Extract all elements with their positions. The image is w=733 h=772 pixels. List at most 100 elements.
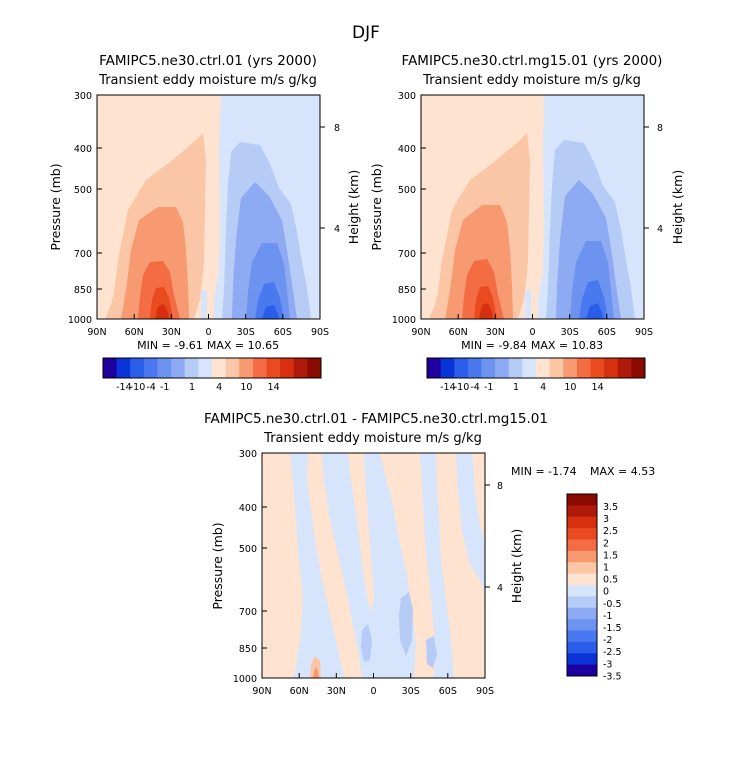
panel-2-y-axis: 300 400 500 700 850 1000 Pressure (mb)	[369, 91, 426, 326]
panel-1-y-tick-label: 700	[74, 249, 92, 260]
panel-2-y-tick-label: 300	[398, 91, 416, 102]
panel-1-min-label: MIN = -9.61	[137, 339, 203, 352]
panel-1-y-tick-label: 500	[74, 185, 92, 196]
panel-3-max-label: MAX = 4.53	[590, 465, 655, 478]
panel-1-y-tick-label: 850	[74, 285, 92, 296]
panel-3-colorbar-swatches	[566, 493, 598, 677]
colorbar-swatch	[225, 358, 240, 378]
panel-2-detail-pos	[436, 298, 442, 319]
panel-3-y-tick-label: 700	[239, 607, 257, 618]
panel-1-colorbar-label: -14	[116, 382, 132, 393]
colorbar-border	[426, 357, 646, 379]
panel-3-positive-region	[380, 453, 436, 678]
colorbar-swatch	[198, 358, 213, 378]
panel-2-field	[421, 95, 644, 319]
panel-1-contour-pos-5	[155, 304, 169, 319]
panel-1-contour-neg-4	[255, 282, 284, 319]
panel-1-y-tick-label: 400	[74, 144, 92, 155]
panel-3-x-axis: 90N 60N 30N 0 30S 60S 90S	[252, 673, 494, 697]
panel-3-negative-detail	[361, 624, 372, 662]
panel-1-x-tick-label: 60N	[125, 327, 144, 338]
colorbar-swatch	[116, 358, 131, 378]
panel-3-x-tick-label: 90S	[476, 686, 494, 697]
colorbar-swatch	[590, 358, 605, 378]
panel-2-x-tick-label: 30N	[486, 327, 505, 338]
colorbar-swatch	[604, 358, 619, 378]
panel-3-y-tick-label: 300	[239, 449, 257, 460]
panel-3-colorbar-label: -1	[603, 611, 612, 622]
panel-3-positive-detail	[310, 656, 321, 678]
colorbar-swatch	[157, 358, 172, 378]
panel-3-field	[262, 453, 485, 678]
colorbar-swatch	[567, 516, 597, 529]
panel-1-x-tick-label: 60S	[274, 327, 292, 338]
colorbar-swatch	[567, 550, 597, 563]
colorbar-swatch	[212, 358, 227, 378]
panel-1-y-tick-label: 300	[74, 91, 92, 102]
panel-1-y-axis-label: Pressure (mb)	[48, 163, 63, 250]
colorbar-swatch	[567, 505, 597, 518]
panel-2-contour-pos-5	[479, 303, 493, 319]
colorbar-swatch	[567, 573, 597, 586]
panel-1-x-tick-label: 30N	[162, 327, 181, 338]
panel-3-colorbar-label: 3	[603, 514, 609, 525]
panel-2: FAMIPC5.ne30.ctrl.mg15.01 (yrs 2000) Tra…	[369, 53, 685, 393]
panel-1-right-axis: 8 4 Height (km)	[320, 123, 361, 244]
colorbar-swatch	[567, 539, 597, 552]
panel-2-y-tick-label: 700	[398, 249, 416, 260]
panel-2-colorbar-label: 4	[540, 382, 546, 393]
panel-3-min-label: MIN = -1.74	[511, 465, 577, 478]
panel-2-colorbar-label: 1	[513, 382, 519, 393]
colorbar-swatch	[266, 358, 281, 378]
panel-3-y-tick-label: 400	[239, 503, 257, 514]
colorbar-swatch	[467, 358, 482, 378]
panel-2-colorbar-label: 10	[564, 382, 576, 393]
panel-3-positive-detail	[313, 667, 319, 678]
panel-3-y-tick-label: 500	[239, 544, 257, 555]
colorbar-swatch	[252, 358, 267, 378]
panel-1-detail-pos	[112, 298, 118, 319]
panel-1-subtitle: Transient eddy moisture m/s g/kg	[98, 73, 317, 88]
panel-2-y-tick-label: 850	[398, 285, 416, 296]
panel-2-x-tick-label: 90S	[635, 327, 653, 338]
panel-3-colorbar-label: 2.5	[603, 526, 618, 537]
colorbar-swatch	[481, 358, 496, 378]
panel-1-colorbar-label: 4	[216, 382, 222, 393]
colorbar-swatch	[508, 358, 523, 378]
colorbar-swatch	[567, 641, 597, 654]
panel-3-colorbar: 3.5 3 2.5 2 1.5 1 0.5 0 -0.5 -1 -1.5 -2 …	[566, 493, 622, 682]
panel-2-max-label: MAX = 10.83	[531, 339, 603, 352]
panel-2-x-tick-label: 0	[529, 327, 535, 338]
colorbar-swatch	[631, 358, 646, 378]
panel-3-y-axis: 300 400 500 700 850 1000 Pressure (mb)	[210, 449, 267, 685]
panel-2-x-tick-label: 60S	[598, 327, 616, 338]
colorbar-swatch	[184, 358, 199, 378]
panel-3-y-tick-label: 1000	[233, 674, 257, 685]
panel-1-x-axis: 90N 60N 30N 0 30S 60S 90S	[87, 314, 329, 338]
panel-1-y-tick-label: 1000	[68, 315, 92, 326]
colorbar-swatch	[280, 358, 295, 378]
panel-2-y-tick-label: 1000	[392, 315, 416, 326]
panel-1-detail-neg	[201, 290, 207, 319]
panel-3-title: FAMIPC5.ne30.ctrl.01 - FAMIPC5.ne30.ctrl…	[204, 411, 548, 427]
colorbar-swatch	[567, 619, 597, 631]
colorbar-swatch	[567, 653, 597, 666]
panel-1-title: FAMIPC5.ne30.ctrl.01 (yrs 2000)	[99, 53, 317, 69]
panel-2-colorbar-label: -10	[454, 382, 470, 393]
panel-3-x-tick-label: 30S	[402, 686, 420, 697]
panel-1-x-tick-label: 0	[205, 327, 211, 338]
panel-3-positive-region	[472, 453, 485, 545]
panel-2-right-axis-label: Height (km)	[670, 170, 685, 244]
colorbar-swatch	[536, 358, 551, 378]
panel-3-right-axis-label: Height (km)	[509, 529, 524, 603]
panel-3-colorbar-label: -0.5	[603, 599, 622, 610]
panel-1-right-tick-label: 8	[334, 123, 340, 134]
colorbar-swatch	[522, 358, 537, 378]
panel-3-y-axis-label: Pressure (mb)	[210, 522, 225, 609]
colorbar-swatch	[567, 630, 597, 643]
colorbar-swatch	[563, 358, 578, 378]
panel-2-x-tick-label: 60N	[449, 327, 468, 338]
panel-2-y-tick-label: 400	[398, 144, 416, 155]
panel-3-colorbar-label: 1	[603, 563, 609, 574]
